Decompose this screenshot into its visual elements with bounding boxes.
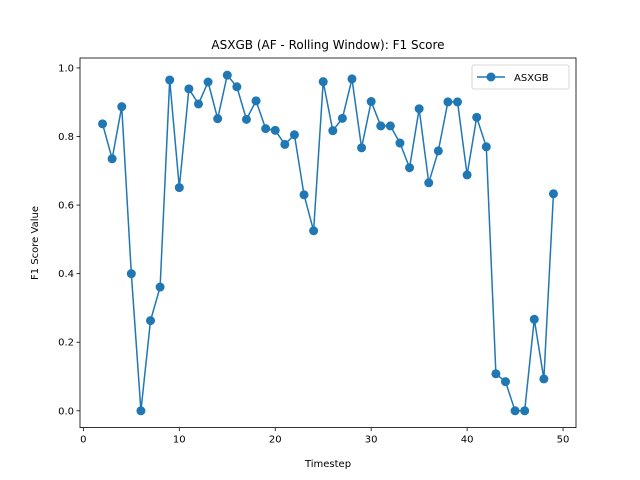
x-tick-label: 30	[365, 435, 378, 446]
data-point	[126, 269, 136, 279]
y-tick-label: 0.0	[58, 406, 74, 417]
data-point	[385, 121, 395, 131]
x-axis-label: Timestep	[304, 459, 351, 470]
y-axis: 0.0 0.2 0.4 0.6 0.8 1.0	[58, 63, 80, 417]
data-point	[414, 104, 424, 114]
x-tick-label: 20	[269, 435, 282, 446]
data-point	[232, 82, 242, 92]
x-axis: 0 10 20 30 40 50	[80, 427, 570, 446]
data-point	[193, 99, 203, 109]
y-tick-label: 0.4	[58, 269, 74, 280]
data-point	[405, 163, 415, 173]
data-point	[309, 226, 319, 236]
y-tick-label: 1.0	[58, 63, 74, 74]
data-point	[155, 282, 165, 292]
data-point	[462, 170, 472, 180]
data-point	[107, 154, 117, 164]
data-point	[424, 178, 434, 188]
legend-box	[471, 64, 570, 90]
data-point	[251, 96, 261, 106]
data-point	[548, 189, 558, 199]
data-point	[337, 113, 347, 123]
series-layer	[98, 70, 558, 416]
x-tick-label: 50	[557, 435, 570, 446]
plot-frame	[79, 57, 577, 429]
data-point	[453, 97, 463, 107]
data-point	[491, 369, 501, 379]
data-point	[174, 183, 184, 193]
data-point	[222, 70, 232, 80]
data-point	[146, 316, 156, 326]
data-point	[328, 126, 338, 136]
data-point	[203, 77, 213, 87]
data-point	[357, 143, 367, 153]
y-tick-label: 0.2	[58, 338, 74, 349]
data-point	[347, 74, 357, 84]
data-point	[520, 406, 530, 416]
data-point	[184, 84, 194, 94]
x-tick-label: 10	[173, 435, 186, 446]
data-point	[117, 102, 127, 112]
data-point	[376, 121, 386, 131]
data-point	[98, 119, 108, 129]
x-tick-label: 40	[461, 435, 474, 446]
data-point	[500, 377, 510, 387]
legend-label: ASXGB	[514, 73, 549, 84]
data-point	[395, 138, 405, 148]
data-point	[481, 142, 491, 152]
legend-marker	[486, 72, 496, 82]
data-point	[443, 97, 453, 107]
chart-title: ASXGB (AF - Rolling Window): F1 Score	[211, 38, 444, 52]
data-point	[136, 406, 146, 416]
data-point	[270, 125, 280, 135]
series-line	[101, 74, 555, 412]
data-point	[165, 75, 175, 85]
y-tick-label: 0.8	[58, 132, 74, 143]
data-point	[510, 406, 520, 416]
data-point	[289, 130, 299, 140]
data-point	[213, 114, 223, 124]
data-point	[366, 97, 376, 107]
legend: ASXGB	[471, 64, 570, 90]
data-point	[280, 139, 290, 149]
data-point	[241, 114, 251, 124]
data-point	[318, 77, 328, 87]
data-point	[539, 374, 549, 384]
y-axis-label: F1 Score Value	[30, 206, 41, 280]
x-tick-label: 0	[80, 435, 86, 446]
data-point	[261, 124, 271, 134]
data-point	[529, 314, 539, 324]
data-point	[433, 146, 443, 156]
data-point	[472, 112, 482, 122]
y-tick-label: 0.6	[58, 201, 74, 212]
data-point	[299, 190, 309, 200]
